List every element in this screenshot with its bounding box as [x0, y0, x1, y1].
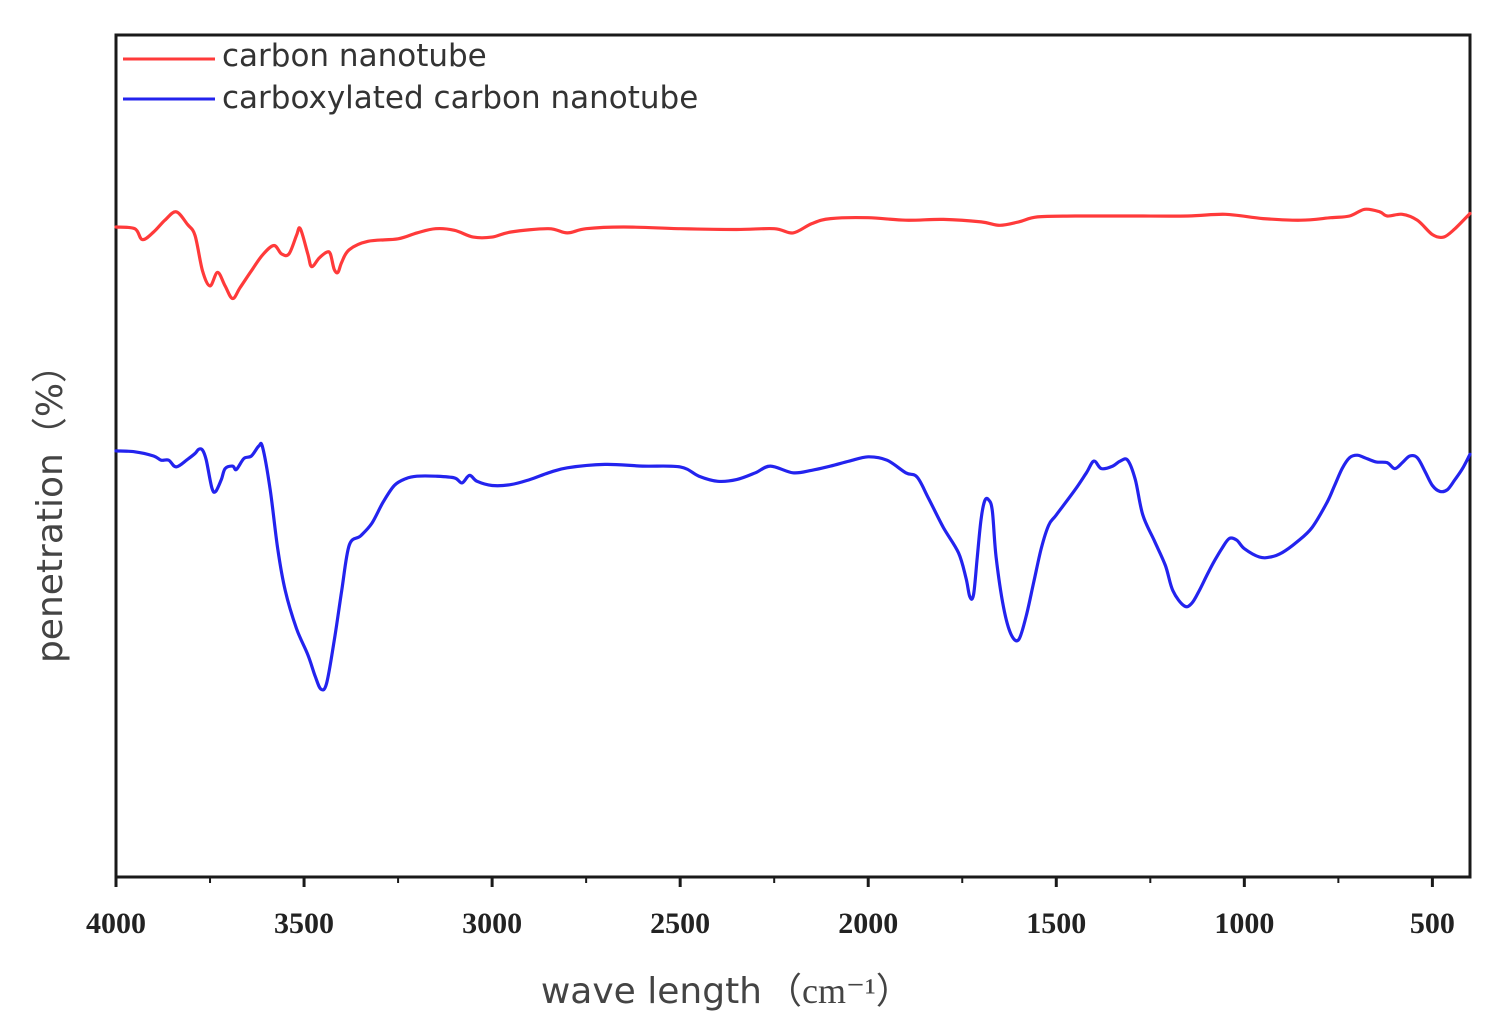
legend-label-carboxylated-carbon-nanotube: carboxylated carbon nanotube	[222, 80, 698, 116]
legend-label-carbon-nanotube: carbon nanotube	[222, 38, 487, 74]
series-lines	[114, 207, 1472, 692]
x-tick-label-3000: 3000	[462, 907, 522, 940]
x-axis-label-unit: （cm⁻¹）	[766, 971, 912, 1011]
x-axis-ticks	[114, 877, 1434, 887]
y-axis-label: penetration（%）	[30, 347, 71, 663]
plot-frame	[114, 33, 1472, 879]
x-axis-label: wave length	[541, 971, 762, 1012]
legend: carbon nanotube carboxylated carbon nano…	[123, 38, 698, 116]
series-line-carbon-nanotube	[114, 207, 1472, 301]
series-line-carboxylated-carbon-nanotube	[114, 441, 1472, 692]
x-tick-label-2000: 2000	[838, 907, 898, 940]
x-tick-label-4000: 4000	[86, 907, 146, 940]
x-tick-label-2500: 2500	[650, 907, 710, 940]
x-tick-label-500: 500	[1410, 907, 1455, 940]
x-tick-label-1000: 1000	[1214, 907, 1274, 940]
x-tick-label-3500: 3500	[274, 907, 334, 940]
x-axis-tick-labels: 4000 3500 3000 2500 2000 1500 1000 500	[86, 907, 1455, 940]
x-tick-label-1500: 1500	[1026, 907, 1086, 940]
